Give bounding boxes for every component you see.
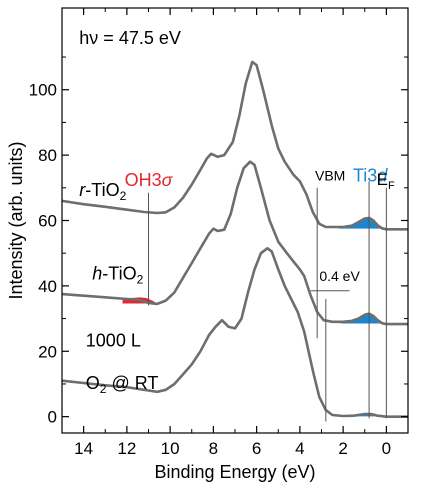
y-tick-label: 60 <box>38 212 57 231</box>
spectrum-line-0 <box>61 60 408 231</box>
ef-e: E <box>377 170 388 189</box>
marker-lines <box>148 181 387 422</box>
spectra-curves <box>61 60 408 418</box>
series-label-r-tio2: r-TiO2 <box>79 180 126 203</box>
series-label-h-prefix: h <box>92 263 102 283</box>
spectrum-line-1 <box>61 160 408 326</box>
x-tick-label: 6 <box>252 439 261 458</box>
series-label-r-sub: 2 <box>120 189 127 203</box>
y-axis-label: Intensity (arb. units) <box>6 141 26 299</box>
shaded-areas <box>122 217 385 417</box>
y-tick-label: 0 <box>48 408 57 427</box>
d-text: d <box>377 165 388 185</box>
series-label-r-prefix: r <box>79 180 86 200</box>
sigma-text: σ <box>162 170 174 190</box>
exposure-rest: @ RT <box>106 373 158 393</box>
y-tick-label: 20 <box>38 342 57 361</box>
series-label-r-text: -TiO <box>85 180 119 200</box>
spectrum-line-2 <box>61 247 408 418</box>
ef-sub: F <box>388 180 395 192</box>
x-ticks: 14 12 10 8 6 4 2 0 <box>61 8 409 458</box>
x-tick-label: 2 <box>338 439 347 458</box>
y-ticks: 0 20 40 60 80 100 <box>29 56 408 427</box>
fermi-level-label: EF <box>377 170 395 192</box>
x-axis-label: Binding Energy (eV) <box>154 462 315 482</box>
exposure-label-line1: 1000 L <box>86 330 141 350</box>
series-label-h-sub: 2 <box>137 272 144 286</box>
ti3d-label: Ti3d <box>353 165 388 185</box>
x-tick-label: 12 <box>117 439 136 458</box>
exposure-o-sub: 2 <box>100 382 107 396</box>
series-label-h-tio2: h-TiO2 <box>92 263 143 286</box>
ti3-text: Ti3 <box>353 165 377 185</box>
x-tick-label: 10 <box>161 439 180 458</box>
x-tick-label: 14 <box>74 439 93 458</box>
y-tick-label: 100 <box>29 81 57 100</box>
shift-label: 0.4 eV <box>319 268 360 284</box>
photon-energy-label: hν = 47.5 eV <box>79 28 181 48</box>
x-tick-label: 4 <box>295 439 304 458</box>
y-tick-label: 80 <box>38 146 57 165</box>
x-tick-label: 8 <box>209 439 218 458</box>
series-label-h-text: -TiO <box>102 263 136 283</box>
oh3-text: OH3 <box>125 170 162 190</box>
vbm-label: VBM <box>315 168 345 184</box>
plot-frame <box>61 7 409 434</box>
exposure-label-line2: O2 @ RT <box>86 373 159 396</box>
x-tick-label: 0 <box>382 439 391 458</box>
y-tick-label: 40 <box>38 277 57 296</box>
oh3sigma-label: OH3σ <box>125 170 174 190</box>
axes <box>61 7 409 434</box>
exposure-o: O <box>86 373 100 393</box>
